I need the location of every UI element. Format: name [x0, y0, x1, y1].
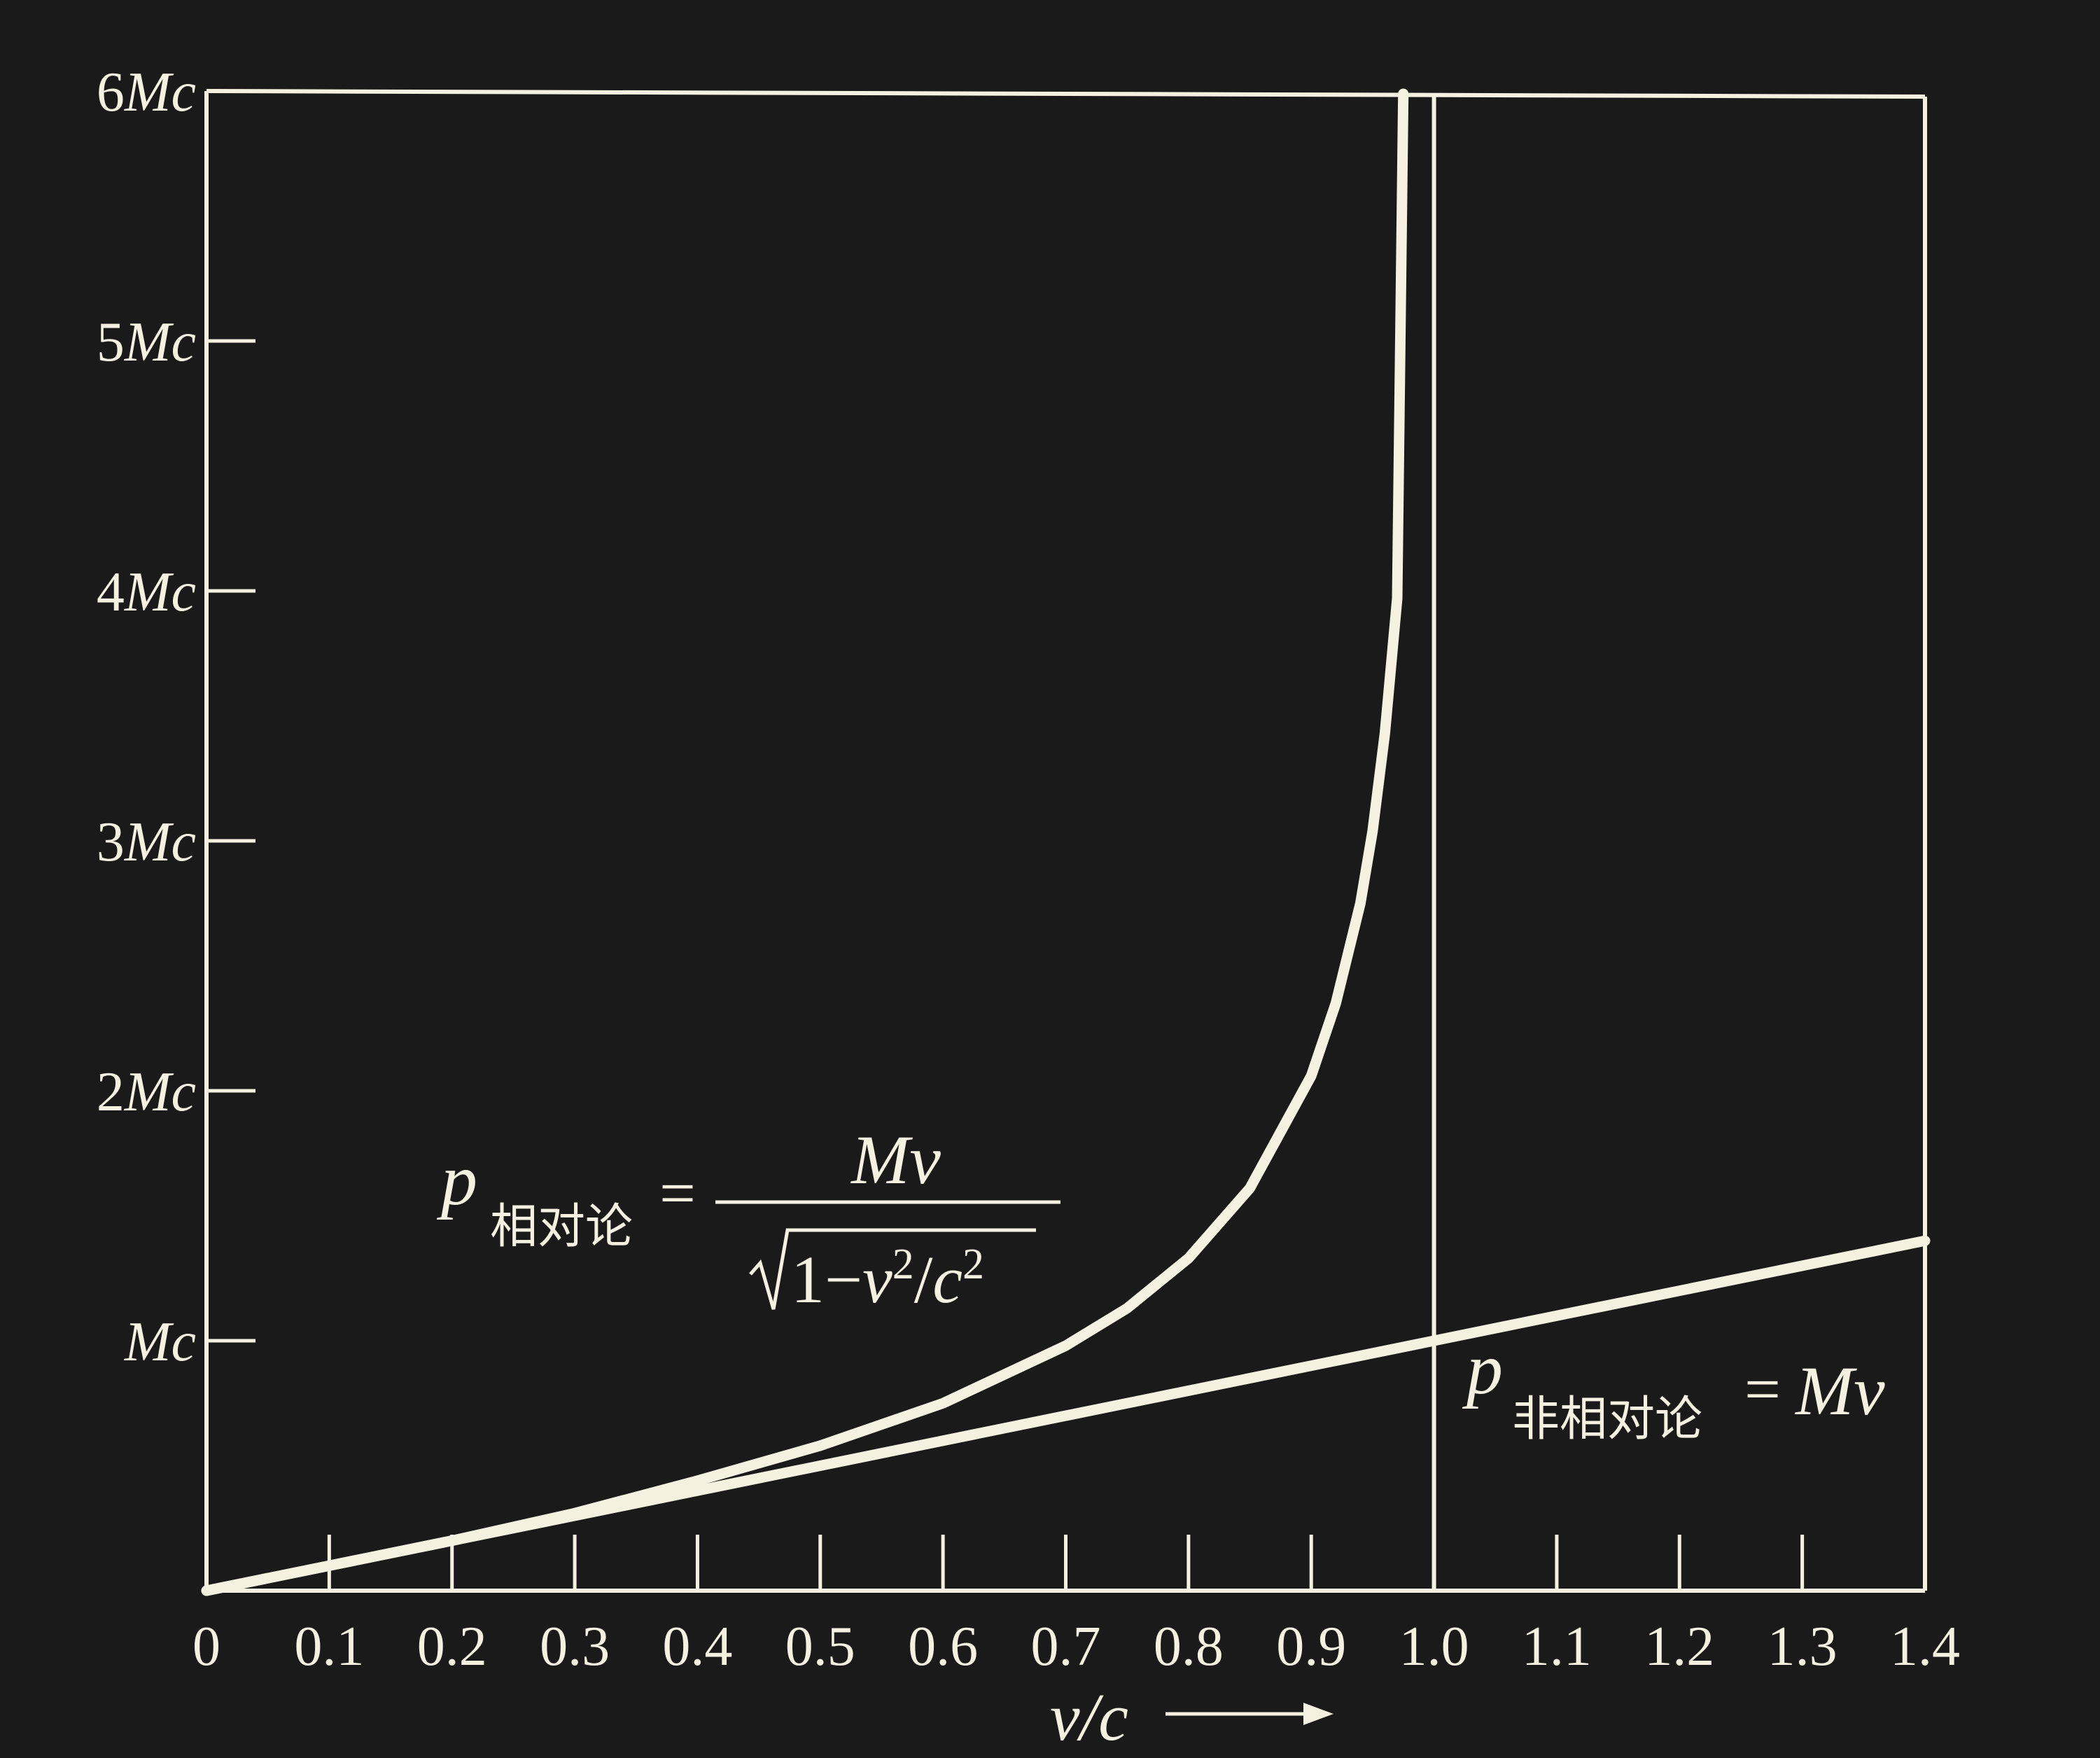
annotation-rel-p: p	[436, 1140, 477, 1220]
x-tick-label: 0.8	[1154, 1616, 1224, 1677]
y-tick-label: 6Mc	[97, 62, 196, 123]
relativistic-annotation: p 相对论 = Mv 1−v2/c2	[436, 1121, 1060, 1317]
frame-top	[206, 89, 1926, 99]
y-tick-label: 5Mc	[97, 312, 196, 373]
x-tick-label: 1.0	[1399, 1616, 1469, 1677]
annotation-rel-numerator: Mv	[850, 1121, 941, 1199]
x-axis-arrow-head	[1303, 1703, 1334, 1725]
x-tick-label: 0.9	[1276, 1616, 1346, 1677]
x-tick-label: 0.7	[1031, 1616, 1101, 1677]
y-tick-label: 4Mc	[97, 561, 196, 623]
x-tick-label: 1.1	[1522, 1616, 1592, 1677]
y-ticks: Mc 2Mc 3Mc 4Mc 5Mc 6Mc	[97, 62, 255, 1373]
annotation-nonrel-rhs: Mv	[1794, 1352, 1885, 1430]
x-axis-label-text: v/c	[1050, 1680, 1128, 1754]
annotation-nonrel-equals: =	[1744, 1353, 1781, 1425]
y-tick-label: Mc	[124, 1311, 196, 1373]
series-line-non-relativistic	[201, 1235, 1931, 1596]
x-tick-label: 0	[192, 1616, 220, 1677]
x-tick-label: 0.4	[662, 1616, 732, 1677]
annotation-nonrel-subscript: 非相对论	[1512, 1392, 1702, 1447]
annotation-nonrel-p: p	[1462, 1329, 1503, 1409]
y-tick-label: 3Mc	[97, 811, 196, 873]
x-tick-label: 1.3	[1768, 1616, 1837, 1677]
x-axis-label: v/c	[1050, 1680, 1334, 1754]
x-tick-label: 1.2	[1644, 1616, 1714, 1677]
annotation-rel-denominator: 1−v2/c2	[791, 1241, 984, 1317]
annotation-rel-subscript: 相对论	[490, 1199, 633, 1255]
x-tick-label: 1.4	[1890, 1616, 1960, 1677]
y-tick-label: 2Mc	[97, 1061, 196, 1123]
annotation-rel-equals: =	[659, 1157, 696, 1229]
x-tick-label: 0.1	[294, 1616, 364, 1677]
annotation-rel-sqrt-sign	[749, 1228, 1036, 1310]
x-tick-label: 0.3	[540, 1616, 610, 1677]
x-tick-label: 0.5	[785, 1616, 855, 1677]
series-group	[201, 88, 1931, 1596]
x-tick-label: 0.2	[417, 1616, 487, 1677]
x-ticks: 0 0.1 0.2 0.3 0.4 0.5 0.6 0.7 0.8 0.9 1.0 1.1 1.2 1.3…	[192, 1535, 1960, 1677]
non-relativistic-annotation: p 非相对论 = Mv	[1462, 1329, 1885, 1447]
x-tick-label: 0.6	[908, 1616, 978, 1677]
